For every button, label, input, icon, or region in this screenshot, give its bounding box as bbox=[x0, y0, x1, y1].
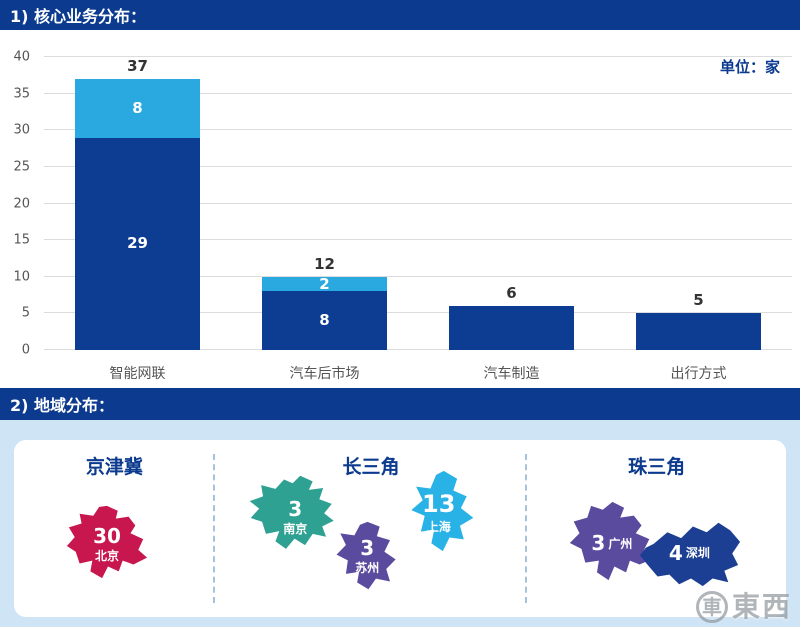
y-axis-label: 30 bbox=[13, 122, 30, 138]
guangzhou-map-icon bbox=[570, 501, 654, 581]
nanjing-map-icon bbox=[249, 475, 334, 549]
bar-group: 5 bbox=[605, 57, 792, 350]
watermark-circle-icon: 車 bbox=[695, 591, 728, 623]
y-axis-label: 40 bbox=[13, 49, 30, 65]
gridline bbox=[44, 312, 792, 314]
regions-panel: 京津冀 30 北京 长三角 bbox=[14, 440, 786, 617]
section-header-2: 2) 地域分布： bbox=[0, 388, 800, 420]
y-axis-label: 5 bbox=[21, 305, 30, 321]
city-shape-shanghai: 13 上海 bbox=[398, 468, 480, 558]
x-axis-label: 汽车制造 bbox=[483, 366, 540, 382]
y-axis-label: 20 bbox=[13, 196, 30, 211]
city-shape-suzhou: 3 苏州 bbox=[330, 518, 405, 595]
bar-total-label: 37 bbox=[127, 56, 148, 75]
y-axis-label: 10 bbox=[13, 269, 30, 285]
section-title-1: 1) 核心业务分布： bbox=[10, 7, 147, 26]
watermark-logo: 車 東西 bbox=[695, 590, 792, 623]
section-title-2: 2) 地域分布： bbox=[10, 396, 115, 415]
region-divider-2 bbox=[525, 454, 528, 603]
gridline bbox=[44, 202, 792, 204]
core-business-chart: 单位：家 0 5 10 15 20 25 30 35 40 37 8 29 12 2 8 6 5 智能网联 汽车… bbox=[0, 30, 800, 388]
bar-total-label: 5 bbox=[693, 291, 704, 310]
gridline bbox=[44, 56, 792, 57]
bar-segment-bottom bbox=[448, 306, 575, 350]
city-shape-beijing: 30 北京 bbox=[63, 503, 151, 585]
gridline bbox=[44, 129, 792, 131]
unit-label: 单位：家 bbox=[719, 58, 780, 76]
suzhou-map-icon bbox=[336, 521, 396, 590]
bar-segment-bottom: 8 bbox=[261, 291, 388, 350]
bar-segment-top: 8 bbox=[74, 78, 201, 138]
region-zhusanjiao: 珠三角 3 广州 4 深圳 bbox=[527, 440, 786, 617]
x-axis-label: 出行方式 bbox=[670, 366, 727, 382]
watermark-text: 東西 bbox=[731, 590, 792, 623]
gridline bbox=[44, 239, 792, 241]
region-jingjinji: 京津冀 30 北京 bbox=[14, 440, 215, 617]
bar-total-label: 12 bbox=[314, 254, 335, 273]
gridlines bbox=[44, 56, 792, 350]
bar-group: 12 2 8 bbox=[231, 57, 418, 350]
shanghai-map-icon bbox=[411, 470, 474, 552]
x-labels: 智能网联 汽车后市场 汽车制造 出行方式 bbox=[44, 354, 792, 388]
bar-group: 6 bbox=[418, 57, 605, 350]
x-axis-label: 汽车后市场 bbox=[289, 366, 360, 382]
region-title-changsanjiao: 长三角 bbox=[342, 456, 400, 478]
y-axis-label: 15 bbox=[13, 232, 30, 248]
city-shape-shenzhen: 4 深圳 bbox=[634, 515, 744, 590]
gridline bbox=[44, 275, 792, 277]
bar-segment-bottom bbox=[635, 313, 762, 350]
region-divider-1 bbox=[212, 454, 215, 603]
y-axis: 0 5 10 15 20 25 30 35 40 bbox=[0, 51, 38, 357]
bar-segment-bottom: 29 bbox=[74, 137, 201, 350]
bar-segment-top: 2 bbox=[261, 276, 388, 292]
gridline bbox=[44, 92, 792, 94]
region-title-jingjinji: 京津冀 bbox=[85, 456, 143, 478]
shenzhen-map-icon bbox=[640, 522, 741, 587]
plot-area: 37 8 29 12 2 8 6 5 bbox=[44, 56, 792, 350]
region-changsanjiao: 长三角 3 南京 3 苏州 bbox=[215, 440, 528, 617]
bar-total-label: 6 bbox=[506, 284, 517, 303]
y-axis-label: 35 bbox=[13, 86, 30, 102]
section-header-1: 1) 核心业务分布： bbox=[0, 0, 800, 30]
x-axis-label: 智能网联 bbox=[109, 366, 166, 382]
bar-group: 37 8 29 bbox=[44, 57, 231, 350]
bars: 37 8 29 12 2 8 6 5 bbox=[44, 57, 792, 350]
y-axis-label: 0 bbox=[21, 342, 30, 358]
beijing-map-icon bbox=[66, 505, 148, 579]
region-title-zhusanjiao: 珠三角 bbox=[628, 456, 686, 478]
gridline bbox=[44, 349, 792, 350]
regions-section: 京津冀 30 北京 长三角 bbox=[0, 420, 800, 627]
y-axis-label: 25 bbox=[13, 159, 30, 175]
gridline bbox=[44, 165, 792, 167]
